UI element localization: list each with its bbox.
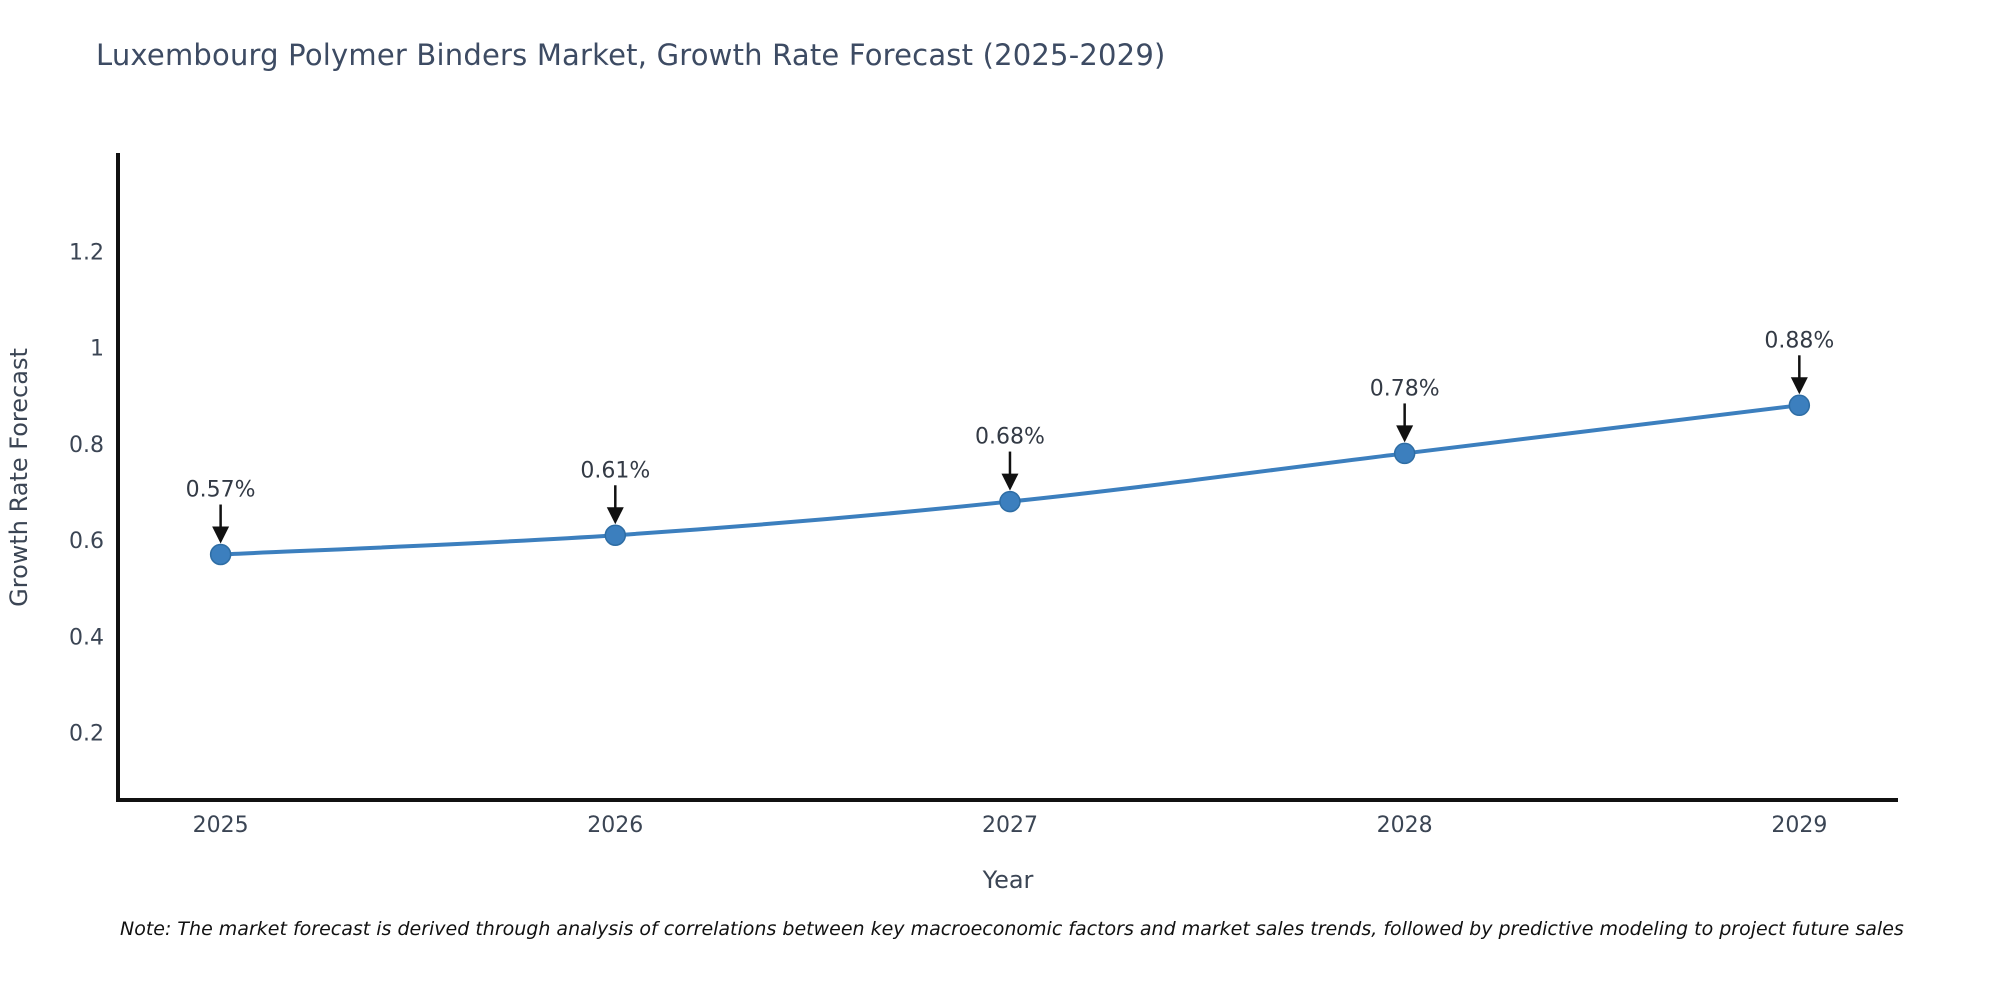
annotation-arrow-head [212,526,230,544]
annotation-arrow-head [1790,377,1808,395]
y-axis-title: Growth Rate Forecast [5,348,33,607]
x-tick-label: 2025 [193,813,249,838]
annotation-label: 0.57% [186,478,256,503]
y-tick-label: 0.4 [69,625,104,650]
data-point [999,490,1021,513]
annotation-arrow-head [1396,425,1414,443]
y-tick-label: 1.2 [69,240,104,265]
annotation-arrow-head [1001,473,1019,491]
x-tick-label: 2027 [982,813,1038,838]
annotation-label: 0.88% [1764,328,1834,353]
x-tick-label: 2028 [1377,813,1433,838]
x-tick-label: 2026 [587,813,643,838]
data-point [604,524,627,547]
annotation-label: 0.61% [580,458,650,483]
annotation-label: 0.78% [1370,376,1440,401]
x-tick-label: 2029 [1771,813,1827,838]
annotation-label: 0.68% [975,425,1045,450]
data-point [1788,394,1811,417]
y-tick-label: 0.8 [69,433,104,458]
data-point [209,543,232,566]
annotation-arrow-head [606,507,624,525]
x-axis-title: Year [982,866,1034,894]
chart-title: Luxembourg Polymer Binders Market, Growt… [96,38,1166,72]
y-tick-label: 1 [90,337,104,362]
y-tick-label: 0.2 [69,722,104,747]
footnote: Note: The market forecast is derived thr… [120,918,1904,940]
data-point [1393,442,1416,465]
y-tick-label: 0.6 [69,529,104,554]
